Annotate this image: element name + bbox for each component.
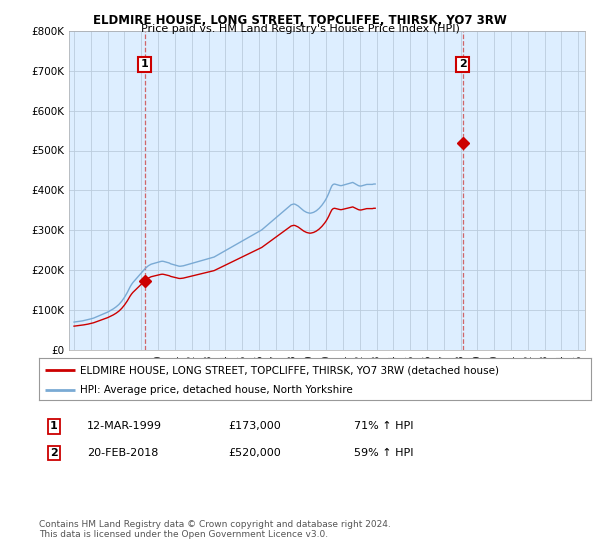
Text: ELDMIRE HOUSE, LONG STREET, TOPCLIFFE, THIRSK, YO7 3RW: ELDMIRE HOUSE, LONG STREET, TOPCLIFFE, T… — [93, 14, 507, 27]
Text: Price paid vs. HM Land Registry's House Price Index (HPI): Price paid vs. HM Land Registry's House … — [140, 24, 460, 34]
Text: 12-MAR-1999: 12-MAR-1999 — [87, 421, 162, 431]
Text: 59% ↑ HPI: 59% ↑ HPI — [354, 448, 413, 458]
Text: Contains HM Land Registry data © Crown copyright and database right 2024.
This d: Contains HM Land Registry data © Crown c… — [39, 520, 391, 539]
Text: 1: 1 — [50, 421, 58, 431]
Text: £520,000: £520,000 — [228, 448, 281, 458]
Text: 1: 1 — [141, 59, 149, 69]
Text: 2: 2 — [459, 59, 467, 69]
Text: £173,000: £173,000 — [228, 421, 281, 431]
Text: 71% ↑ HPI: 71% ↑ HPI — [354, 421, 413, 431]
Text: ELDMIRE HOUSE, LONG STREET, TOPCLIFFE, THIRSK, YO7 3RW (detached house): ELDMIRE HOUSE, LONG STREET, TOPCLIFFE, T… — [80, 365, 499, 375]
Text: HPI: Average price, detached house, North Yorkshire: HPI: Average price, detached house, Nort… — [80, 385, 353, 395]
Text: 20-FEB-2018: 20-FEB-2018 — [87, 448, 158, 458]
Text: 2: 2 — [50, 448, 58, 458]
